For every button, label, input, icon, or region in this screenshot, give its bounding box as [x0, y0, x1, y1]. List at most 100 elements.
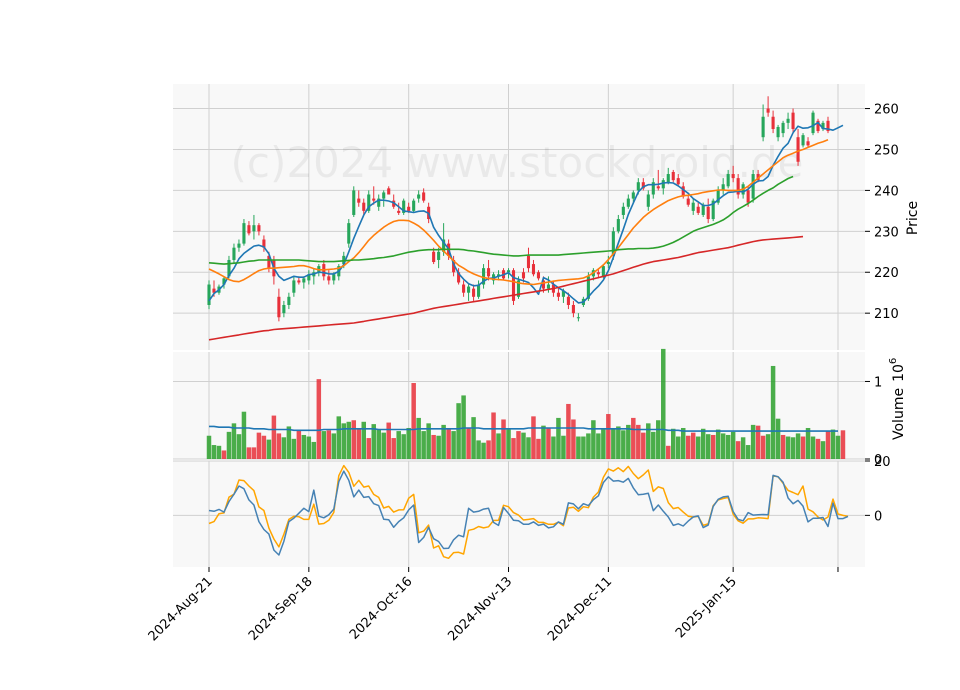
candle-body — [641, 182, 645, 189]
candle-body — [222, 278, 226, 285]
volume-bar — [361, 421, 366, 459]
volume-bar — [745, 445, 751, 459]
candle-body — [457, 272, 461, 283]
volume-bar — [666, 445, 671, 459]
volume-bar — [206, 435, 212, 459]
price-ma-line-2 — [208, 138, 829, 286]
candle-body — [601, 266, 605, 277]
volume-bar — [296, 429, 302, 459]
candle-body — [726, 174, 730, 187]
price-candles — [207, 96, 830, 322]
candle-body — [487, 268, 491, 277]
price-y-tick-label: 230 — [874, 225, 899, 240]
volume-bar — [301, 434, 307, 459]
candle-body — [212, 288, 216, 293]
volume-bar — [226, 431, 232, 459]
volume-bar — [441, 424, 446, 459]
price-moving-averages — [208, 121, 844, 341]
volume-bar — [730, 431, 736, 459]
volume-bar — [705, 434, 711, 459]
candle-body — [746, 190, 750, 203]
volume-axis-label-multiplier: 10 — [891, 364, 907, 382]
volume-bar — [316, 379, 322, 459]
candle-body — [327, 276, 331, 281]
volume-bar — [526, 437, 531, 459]
volume-bar — [546, 427, 551, 459]
volume-bar — [646, 423, 651, 459]
volume-average-line — [209, 425, 838, 432]
volume-bar — [416, 417, 421, 459]
volume-bar — [466, 427, 471, 459]
candle-body — [556, 292, 560, 297]
volume-bar — [496, 433, 501, 459]
price-y-tick-label: 210 — [874, 307, 899, 322]
price-ma-line-1 — [208, 121, 844, 304]
volume-bar — [236, 434, 242, 459]
candle-body — [267, 255, 271, 269]
candle-body — [761, 116, 765, 138]
volume-bar — [366, 438, 371, 459]
candle-body — [796, 137, 800, 162]
candle-body — [636, 182, 640, 191]
candle-body — [616, 219, 620, 232]
candle-body — [237, 243, 241, 248]
candle-body — [681, 186, 685, 197]
volume-axis-label-exponent: 6 — [888, 358, 899, 364]
volume-bar — [631, 417, 636, 459]
candle-body — [287, 296, 291, 305]
candle-body — [412, 200, 416, 211]
candle-body — [711, 200, 715, 220]
volume-bar — [256, 432, 262, 459]
volume-bar — [476, 440, 481, 459]
volume-bar — [551, 436, 556, 459]
volume-bar — [775, 418, 781, 459]
volume-bar — [576, 436, 581, 459]
candle-body — [661, 180, 665, 189]
volume-bar — [790, 437, 796, 459]
price-y-tick-label: 260 — [874, 103, 899, 118]
candle-body — [586, 276, 590, 299]
volume-bar — [656, 420, 661, 459]
volume-bar — [521, 432, 526, 459]
volume-bar — [386, 422, 391, 459]
candle-body — [332, 274, 336, 281]
candle-body — [526, 255, 531, 269]
volume-bar — [216, 445, 222, 459]
candle-body — [367, 194, 371, 211]
volume-bar — [556, 417, 561, 459]
volume-bar — [770, 365, 776, 459]
volume-bar — [805, 427, 811, 459]
volume-bar — [586, 433, 591, 459]
volume-bar — [651, 431, 656, 459]
volume-bar — [810, 436, 816, 459]
candle-body — [511, 270, 516, 301]
candle-body — [781, 122, 785, 134]
volume-bar — [690, 432, 696, 459]
candle-body — [811, 112, 815, 134]
candle-body — [826, 120, 830, 132]
candle-body — [307, 274, 311, 281]
candle-body — [731, 174, 735, 179]
candle-body — [387, 188, 391, 195]
candle-body — [382, 192, 386, 199]
volume-bar — [636, 424, 641, 459]
candle-body — [262, 239, 266, 248]
candle-body — [422, 192, 426, 201]
volume-bar — [815, 438, 821, 459]
candle-body — [531, 264, 536, 275]
candle-body — [626, 198, 630, 207]
candle-body — [521, 272, 526, 279]
volume-bar — [381, 432, 386, 459]
candle-body — [372, 198, 376, 201]
volume-axis-label-text: Volume — [891, 388, 907, 440]
candle-body — [606, 262, 610, 265]
volume-bars — [206, 348, 846, 459]
candle-body — [696, 206, 700, 213]
volume-bar — [276, 433, 282, 459]
candle-body — [701, 204, 705, 215]
candle-body — [716, 190, 720, 203]
candle-body — [352, 190, 356, 215]
volume-bar — [685, 435, 691, 459]
volume-bar — [820, 441, 826, 459]
